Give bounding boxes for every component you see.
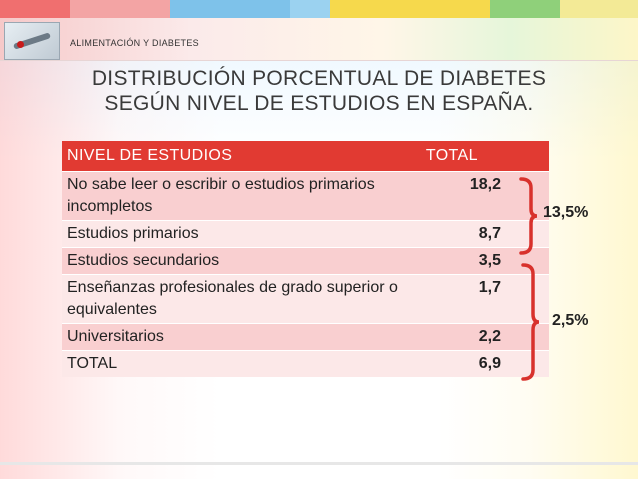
column-header-nivel: NIVEL DE ESTUDIOS [62,141,421,172]
slide-title: DISTRIBUCIÓN PORCENTUAL DE DIABETES SEGÚ… [0,66,638,116]
column-header-total: TOTAL [420,141,549,172]
table-header-row: NIVEL DE ESTUDIOS TOTAL [62,141,549,172]
table-row: Enseñanzas profesionales de grado superi… [62,274,549,324]
cell-total: 2,2 [420,323,549,351]
cell-nivel: Universitarios [62,323,421,351]
cell-total: 1,7 [420,274,549,324]
footer-divider [0,462,638,465]
lower-group-percentage: 2,5% [552,312,589,329]
table-row: TOTAL 6,9 [62,350,549,377]
cell-nivel: No sabe leer o escribir o estudios prima… [62,171,421,221]
header-strip [0,18,638,61]
upper-group-percentage: 13,5% [543,204,589,221]
cell-nivel: Enseñanzas profesionales de grado superi… [62,274,421,324]
cell-total: 8,7 [420,220,549,248]
table-row: Estudios secundarios 3,5 [62,247,549,275]
cell-nivel: Estudios secundarios [62,247,421,275]
slide-title-line-1: DISTRIBUCIÓN PORCENTUAL DE DIABETES [91,67,547,90]
cell-nivel: TOTAL [62,350,421,377]
upper-group-brace [519,177,538,255]
lower-group-brace [521,263,540,381]
header-subject: ALIMENTACIÓN Y DIABETES [70,38,199,48]
top-color-bars [0,0,638,18]
table-row: Universitarios 2,2 [62,323,549,351]
table-row: Estudios primarios 8,7 [62,220,549,248]
slide-title-line-2: SEGÚN NIVEL DE ESTUDIOS EN ESPAÑA. [104,92,534,115]
cell-total: 6,9 [420,350,549,377]
blood-drop-icon [17,41,24,48]
header-thumbnail-image [4,22,60,60]
table-row: No sabe leer o escribir o estudios prima… [62,171,549,221]
education-level-table: NIVEL DE ESTUDIOS TOTAL No sabe leer o e… [62,141,549,377]
cell-nivel: Estudios primarios [62,220,421,248]
